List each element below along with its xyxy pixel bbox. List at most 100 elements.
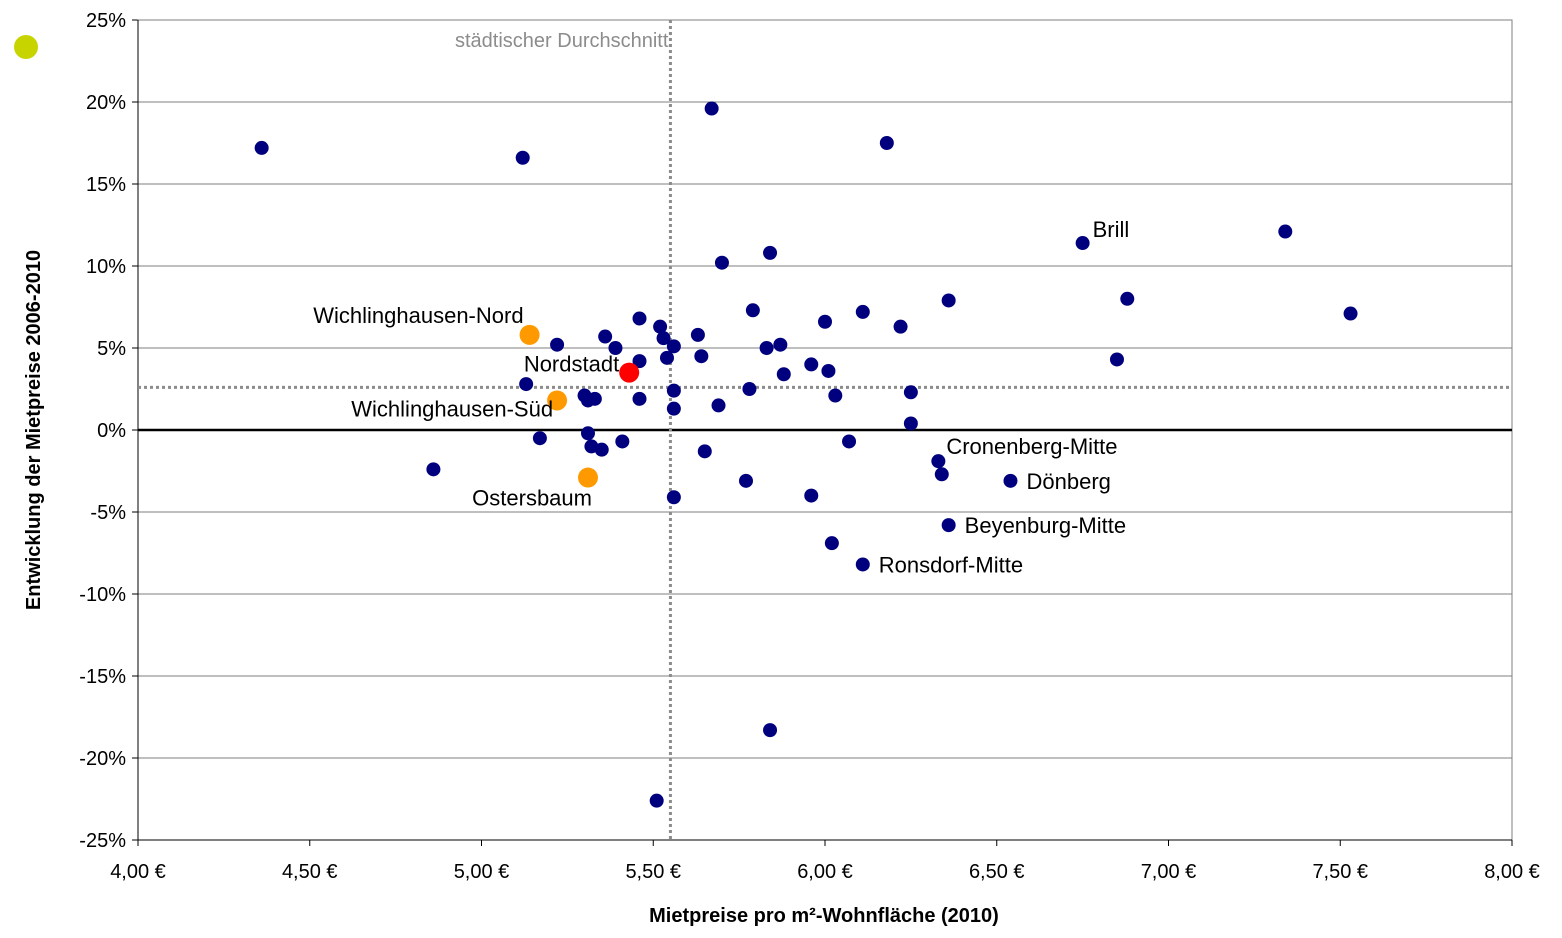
data-point xyxy=(773,337,788,352)
data-point xyxy=(666,383,681,398)
data-point xyxy=(632,354,647,369)
point-nordstadt xyxy=(619,362,640,383)
data-point xyxy=(649,793,664,808)
data-point xyxy=(828,388,843,403)
data-points xyxy=(254,101,1358,808)
reference-line-label: städtischer Durchschnitt xyxy=(455,30,669,52)
data-point xyxy=(598,329,613,344)
x-tick-label: 8,00 € xyxy=(1484,861,1540,883)
data-point xyxy=(903,385,918,400)
data-point xyxy=(653,319,668,334)
x-tick-label: 5,00 € xyxy=(454,861,510,883)
point-beyenburg-mitte xyxy=(941,518,956,533)
y-tick-label: 10% xyxy=(86,256,126,278)
data-point xyxy=(697,444,712,459)
data-point xyxy=(704,101,719,116)
data-point xyxy=(1343,306,1358,321)
data-point xyxy=(632,311,647,326)
data-point xyxy=(804,357,819,372)
data-point xyxy=(659,350,674,365)
y-tick-label: -25% xyxy=(79,830,126,852)
point-wichlinghausen-süd xyxy=(547,390,568,411)
data-point xyxy=(666,339,681,354)
data-point xyxy=(1109,352,1124,367)
x-tick-label: 5,50 € xyxy=(625,861,681,883)
y-tick-label: 25% xyxy=(86,10,126,32)
point-label: Cronenberg-Mitte xyxy=(946,434,1117,459)
data-point xyxy=(666,401,681,416)
data-point xyxy=(550,337,565,352)
y-tick-label: -15% xyxy=(79,666,126,688)
data-point xyxy=(934,467,949,482)
y-tick-label: -5% xyxy=(90,502,126,524)
data-point xyxy=(745,303,760,318)
data-point xyxy=(855,304,870,319)
y-tick-label: -20% xyxy=(79,748,126,770)
point-label: Wichlinghausen-Süd xyxy=(351,396,553,421)
data-point xyxy=(776,367,791,382)
data-point xyxy=(515,150,530,165)
point-cronenberg-mitte xyxy=(931,454,946,469)
data-point xyxy=(587,391,602,406)
x-tick-label: 7,00 € xyxy=(1141,861,1197,883)
data-point xyxy=(804,488,819,503)
data-point xyxy=(1120,291,1135,306)
data-point xyxy=(608,341,623,355)
point-label: Brill xyxy=(1093,217,1130,242)
legend-marker-dot xyxy=(14,35,38,59)
data-point xyxy=(742,382,757,396)
x-tick-label: 6,00 € xyxy=(797,861,853,883)
y-tick-label: -10% xyxy=(79,584,126,606)
point-ronsdorf-mitte xyxy=(855,557,870,572)
data-point xyxy=(714,255,729,270)
data-point xyxy=(763,245,778,260)
data-point xyxy=(690,327,705,342)
point-label: Dönberg xyxy=(1026,469,1110,494)
point-dönberg xyxy=(1003,473,1018,488)
data-point xyxy=(763,723,778,738)
point-label: Nordstadt xyxy=(524,352,619,377)
data-point xyxy=(941,293,956,308)
data-point xyxy=(656,331,671,346)
point-labels: Ronsdorf-Mitte Cronenberg-Mitte Beyenburg-… xyxy=(313,217,1129,577)
data-point xyxy=(519,377,534,392)
point-wichlinghausen-nord xyxy=(519,324,540,345)
data-point xyxy=(254,140,269,155)
data-point xyxy=(711,398,726,413)
data-point xyxy=(879,136,894,150)
data-point xyxy=(818,314,832,329)
y-tick-label: 5% xyxy=(97,338,126,360)
x-tick-label: 7,50 € xyxy=(1312,861,1368,883)
x-tick-label: 6,50 € xyxy=(969,861,1025,883)
point-label: Ostersbaum xyxy=(472,486,592,511)
x-tick-label: 4,00 € xyxy=(110,861,166,883)
data-point xyxy=(580,426,595,441)
data-point xyxy=(824,536,839,551)
data-point xyxy=(903,416,918,431)
data-point xyxy=(759,341,774,355)
y-axis-title: Entwicklung der Mietpreise 2006-2010 xyxy=(23,250,45,610)
data-point xyxy=(632,391,647,406)
data-point xyxy=(738,473,753,488)
reference-lines: städtischer Durchschnitt xyxy=(138,20,1512,840)
data-point xyxy=(666,490,681,505)
point-label: Wichlinghausen-Nord xyxy=(313,303,523,328)
point-ostersbaum xyxy=(577,467,598,488)
y-tick-label: 20% xyxy=(86,92,126,114)
data-point xyxy=(1278,224,1293,239)
data-point xyxy=(426,462,441,477)
data-point xyxy=(821,363,836,378)
data-point xyxy=(532,431,547,446)
y-tick-label: 15% xyxy=(86,174,126,196)
x-axis-title: Mietpreise pro m²-Wohnfläche (2010) xyxy=(649,905,999,927)
data-point xyxy=(615,434,630,449)
x-tick-label: 4,50 € xyxy=(282,861,338,883)
data-point xyxy=(694,349,709,364)
data-point xyxy=(842,434,857,449)
data-point xyxy=(893,319,908,334)
point-label: Beyenburg-Mitte xyxy=(965,513,1126,538)
y-tick-label: 0% xyxy=(97,420,126,442)
data-point xyxy=(594,442,609,457)
